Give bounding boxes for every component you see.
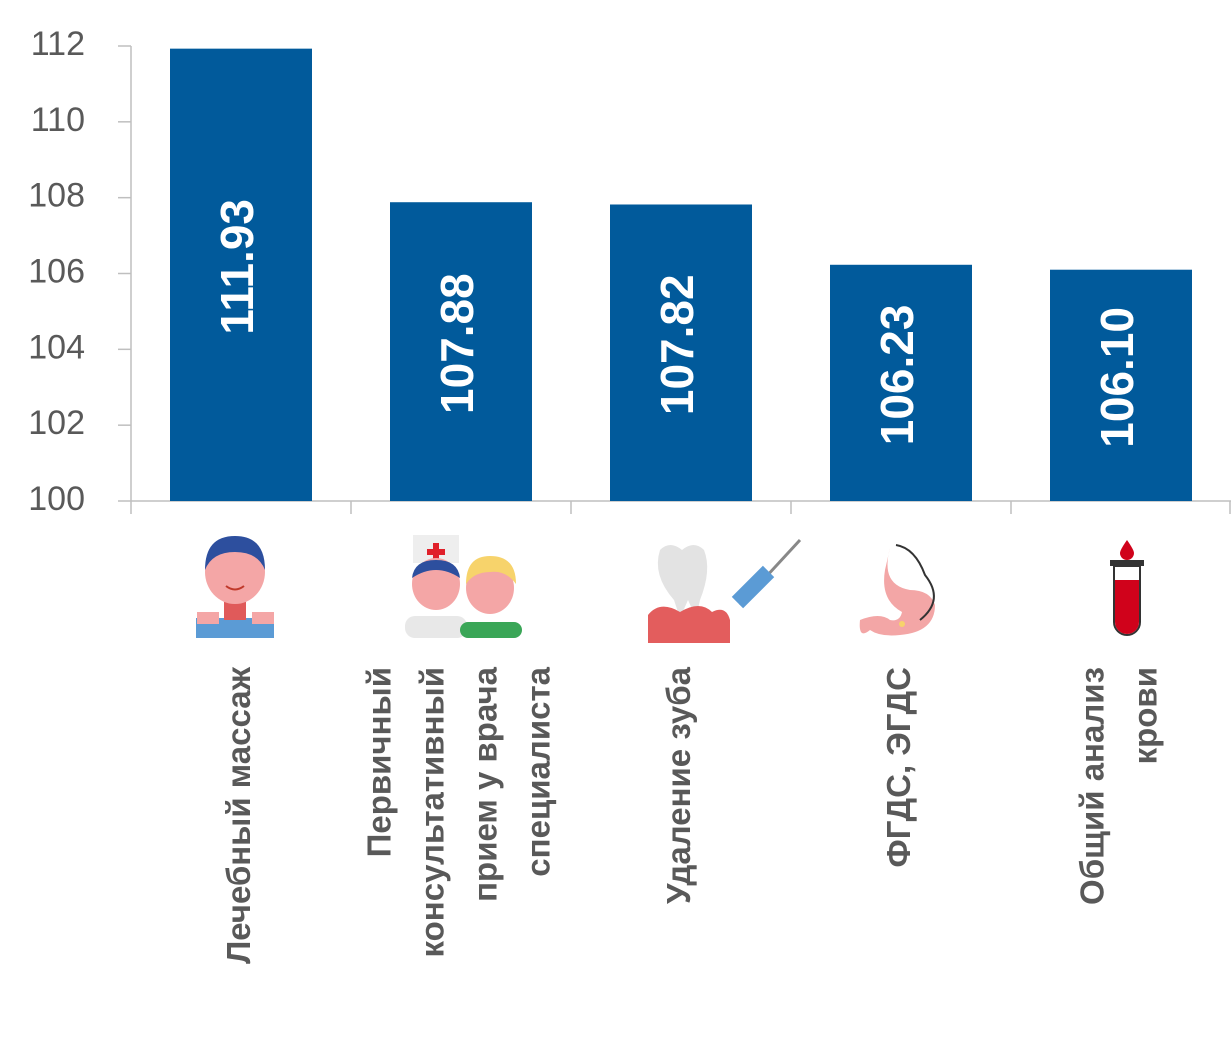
icon-tooth — [648, 538, 802, 643]
bar — [830, 264, 972, 501]
value-label: 111.93 — [211, 199, 263, 335]
x-tick-label: ФГДС, ЭГДС — [880, 667, 917, 867]
value-label: 106.23 — [871, 305, 923, 446]
bar — [1050, 269, 1192, 501]
y-tick-label: 100 — [28, 480, 85, 518]
value-label: 107.82 — [651, 274, 703, 415]
icon-stomach — [859, 544, 935, 636]
value-label: 107.88 — [431, 273, 483, 414]
bar — [170, 48, 312, 501]
x-tick-label: Удаление зуба — [660, 666, 697, 904]
icon-massage — [196, 536, 274, 638]
y-tick-label: 106 — [28, 252, 85, 290]
y-tick-label: 110 — [31, 101, 85, 139]
value-label: 106.10 — [1091, 307, 1143, 448]
x-tick-label: Первичный консультативный прием у врача спе… — [360, 666, 556, 957]
y-tick-label: 112 — [31, 25, 85, 63]
bar — [610, 204, 752, 501]
y-tick-label: 108 — [28, 177, 85, 215]
icon-doctor — [405, 535, 522, 638]
x-tick-label: Лечебный массаж — [220, 666, 257, 964]
y-tick-label: 102 — [28, 404, 85, 442]
icons — [196, 535, 1144, 643]
x-tick-label: Общий анализ крови — [1073, 667, 1163, 905]
bar — [390, 202, 532, 501]
icon-blood — [1110, 540, 1144, 636]
y-tick-label: 104 — [28, 328, 85, 366]
